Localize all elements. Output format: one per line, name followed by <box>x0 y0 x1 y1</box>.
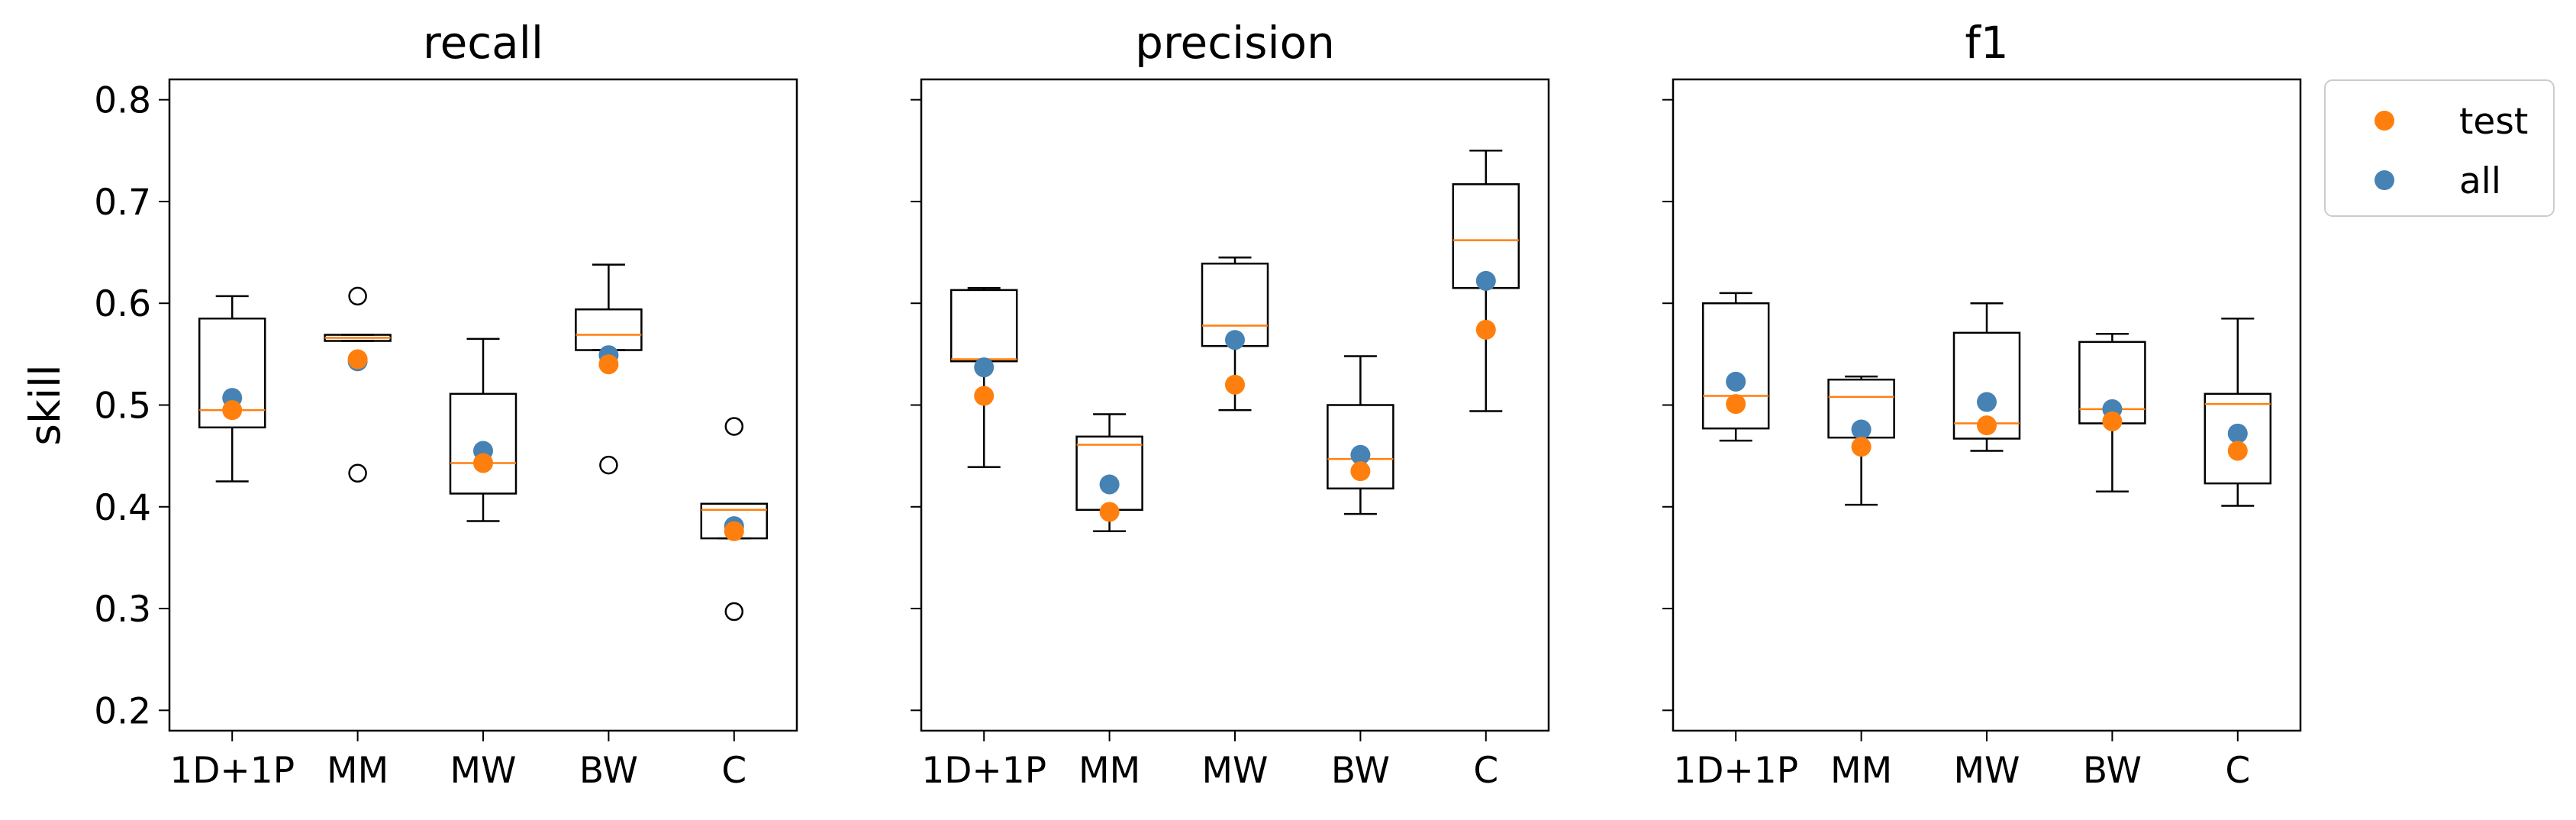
x-tick-label-BW: BW <box>2083 750 2142 792</box>
box-recall-MM <box>325 288 391 482</box>
box-recall-C <box>701 418 767 620</box>
x-tick-label-BW: BW <box>579 750 638 792</box>
box-rect <box>1077 437 1143 510</box>
box-precision-MW <box>1202 257 1268 410</box>
test-point <box>2102 412 2122 431</box>
all-point <box>1225 330 1245 350</box>
x-tick-label-MM: MM <box>1078 750 1140 792</box>
panel-precision: precision 1D+1P MM MW BW C <box>911 17 1549 792</box>
panel-recall: recall 0.2 0.3 0.4 0.5 0.6 0.7 0.8 1D+1P MM MW BW C <box>94 17 797 792</box>
x-tick-label-1D+1P: 1D+1P <box>1673 750 1798 792</box>
outlier-point <box>350 465 366 482</box>
box-f1-MW <box>1954 303 2020 450</box>
legend: test all <box>2325 80 2554 216</box>
test-point <box>1225 375 1245 395</box>
box-precision-C <box>1453 150 1519 411</box>
x-tick-label-MM: MM <box>1830 750 1892 792</box>
box-precision-BW <box>1327 357 1393 515</box>
x-tick-label-C: C <box>2225 750 2250 792</box>
y-tick-label: 0.2 <box>94 690 151 732</box>
x-tick-label-BW: BW <box>1331 750 1390 792</box>
all-point <box>1726 372 1746 392</box>
outlier-point <box>726 418 743 434</box>
panel-title-f1: f1 <box>1965 17 2008 69</box>
box-recall-BW <box>575 265 641 474</box>
test-point <box>1726 394 1746 414</box>
box-f1-1D+1P <box>1703 293 1768 441</box>
box-recall-MW <box>450 339 516 521</box>
legend-label-test: test <box>2459 101 2528 143</box>
x-tick-label-C: C <box>721 750 746 792</box>
test-point <box>1852 437 1872 457</box>
outlier-point <box>600 457 617 473</box>
panel-title-precision: precision <box>1135 17 1335 69</box>
test-point <box>1977 415 1997 435</box>
panel-title-recall: recall <box>423 17 543 69</box>
test-point <box>974 386 994 406</box>
x-tick-label-MW: MW <box>1201 750 1268 792</box>
test-point <box>473 453 493 473</box>
all-point <box>1852 419 1872 439</box>
all-point <box>974 357 994 377</box>
all-point <box>1476 271 1496 291</box>
y-tick-label: 0.7 <box>94 182 151 224</box>
panel-f1: f1 1D+1P MM MW BW C <box>1662 17 2300 792</box>
y-tick-label: 0.3 <box>94 589 151 631</box>
axes-frame <box>169 79 797 731</box>
legend-marker-test <box>2374 111 2394 131</box>
y-tick-label: 0.6 <box>94 283 151 325</box>
box-precision-1D+1P <box>951 288 1017 467</box>
test-point <box>2228 441 2248 460</box>
x-tick-label-MM: MM <box>327 750 388 792</box>
box-rect <box>951 290 1017 361</box>
all-point <box>1100 474 1120 494</box>
y-axis-label: skill <box>21 364 69 445</box>
test-point <box>348 350 368 370</box>
x-tick-label-C: C <box>1473 750 1498 792</box>
box-recall-1D+1P <box>199 296 265 482</box>
box-f1-BW <box>2079 334 2145 492</box>
box-f1-MM <box>1829 376 1894 505</box>
outlier-point <box>350 288 366 305</box>
legend-marker-all <box>2374 170 2394 190</box>
x-tick-label-MW: MW <box>450 750 516 792</box>
all-point <box>1977 392 1997 412</box>
all-point <box>2228 424 2248 444</box>
box-rect <box>575 309 641 350</box>
x-tick-label-1D+1P: 1D+1P <box>169 750 295 792</box>
test-point <box>1100 502 1120 521</box>
test-point <box>724 521 744 541</box>
legend-label-all: all <box>2459 160 2501 202</box>
box-f1-C <box>2205 318 2271 505</box>
x-tick-label-1D+1P: 1D+1P <box>921 750 1046 792</box>
box-precision-MM <box>1077 414 1143 531</box>
test-point <box>222 400 242 420</box>
test-point <box>1350 461 1370 481</box>
x-tick-label-MW: MW <box>1953 750 2020 792</box>
outlier-point <box>726 603 743 620</box>
y-tick-label: 0.5 <box>94 386 151 428</box>
test-point <box>1476 320 1496 340</box>
y-tick-label: 0.8 <box>94 80 151 122</box>
y-tick-label: 0.4 <box>94 487 151 529</box>
test-point <box>598 354 618 374</box>
